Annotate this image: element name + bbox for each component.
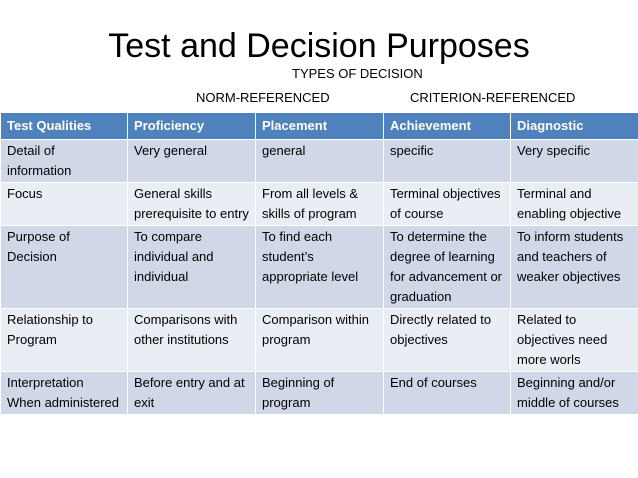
slide-title: Test and Decision Purposes — [108, 27, 530, 65]
table-cell: Beginning of program — [255, 371, 384, 415]
header-placement: Placement — [255, 112, 384, 140]
table-cell: General skills prerequisite to entry — [127, 182, 256, 226]
table-row: Detail of information Very general gener… — [0, 139, 638, 183]
table-cell: To inform students and teachers of weake… — [510, 225, 638, 309]
table-cell: To compare individual and individual — [127, 225, 256, 309]
header-achievement: Achievement — [383, 112, 511, 140]
table-cell: Relationship to Program — [0, 308, 128, 372]
table-cell: Very specific — [510, 139, 638, 183]
criterion-referenced-label: CRITERION-REFERENCED — [410, 90, 576, 105]
table-cell: Purpose of Decision — [0, 225, 128, 309]
table-cell: To find each student’s appropriate level — [255, 225, 384, 309]
table-row: Purpose of Decision To compare individua… — [0, 225, 638, 309]
header-proficiency: Proficiency — [127, 112, 256, 140]
test-decision-table: Test Qualities Proficiency Placement Ach… — [0, 112, 638, 415]
table-row: Focus General skills prerequisite to ent… — [0, 182, 638, 226]
table-cell: Before entry and at exit — [127, 371, 256, 415]
table-cell: Detail of information — [0, 139, 128, 183]
table-cell: Beginning and/or middle of courses — [510, 371, 638, 415]
table-cell: To determine the degree of learning for … — [383, 225, 511, 309]
table-cell: Terminal objectives of course — [383, 182, 511, 226]
table-cell: Terminal and enabling objective — [510, 182, 638, 226]
table-cell: Interpretation When administered — [0, 371, 128, 415]
table-cell: From all levels & skills of program — [255, 182, 384, 226]
table-cell: End of courses — [383, 371, 511, 415]
table-cell: Comparisons with other institutions — [127, 308, 256, 372]
header-diagnostic: Diagnostic — [510, 112, 638, 140]
norm-referenced-label: NORM-REFERENCED — [196, 90, 330, 105]
table-cell: general — [255, 139, 384, 183]
table-cell: specific — [383, 139, 511, 183]
table-cell: Comparison within program — [255, 308, 384, 372]
types-of-decision-label: TYPES OF DECISION — [292, 66, 423, 81]
table-header-row: Test Qualities Proficiency Placement Ach… — [0, 112, 638, 140]
table-cell: Related to objectives need more worls — [510, 308, 638, 372]
table-row: Interpretation When administered Before … — [0, 371, 638, 415]
table-cell: Focus — [0, 182, 128, 226]
table-row: Relationship to Program Comparisons with… — [0, 308, 638, 372]
table-cell: Very general — [127, 139, 256, 183]
table-cell: Directly related to objectives — [383, 308, 511, 372]
header-test-qualities: Test Qualities — [0, 112, 128, 140]
